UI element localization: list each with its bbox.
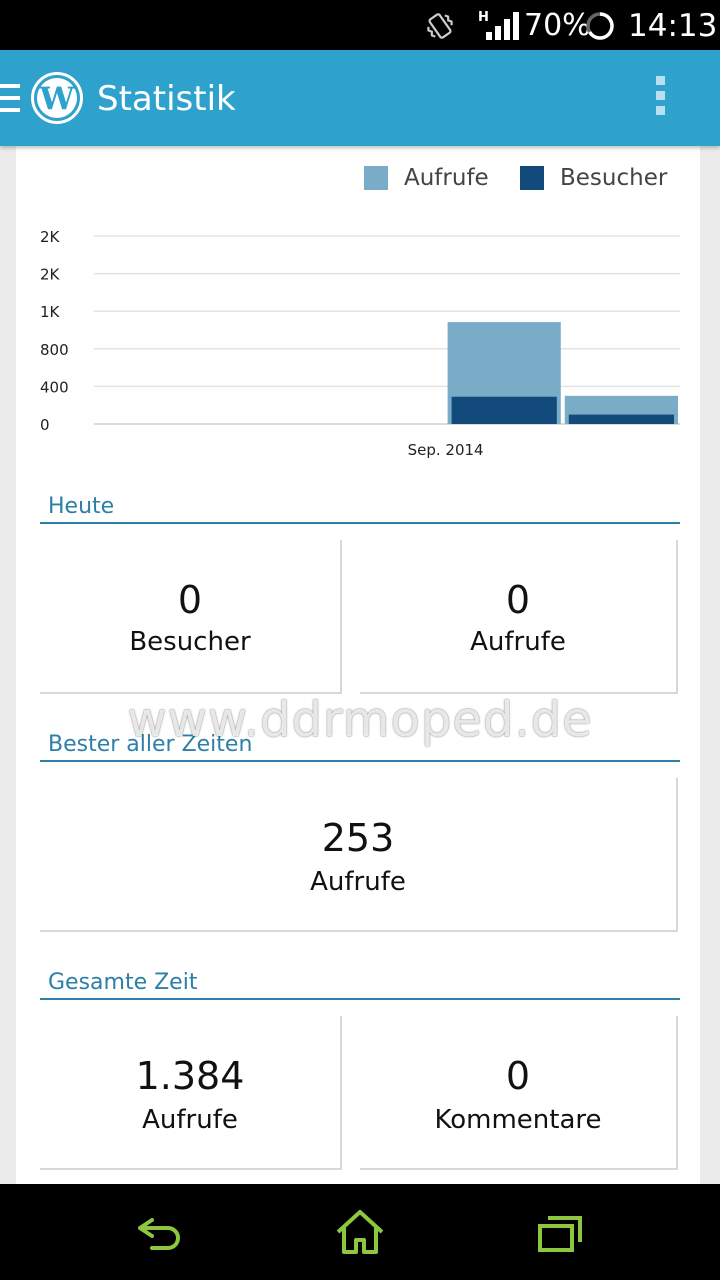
y-tick-label: 2K [40,266,61,284]
network-type-label: H [478,10,489,25]
section-divider [40,760,680,762]
views-chart: 0 400 800 1K 2K 2K Sep. 2014 [40,228,680,459]
stat-label: Aufrufe [470,627,566,657]
y-tick-label: 800 [40,341,69,359]
section-title-best: Bester aller Zeiten [48,732,253,757]
stats-content: Aufrufe Besucher 0 400 800 1K 2K 2K Sep. 2014 … [0,146,720,1184]
section-title-today: Heute [48,494,115,519]
stat-label: Besucher [129,627,251,657]
menu-icon[interactable] [0,84,20,112]
vibrate-icon [427,13,453,39]
system-nav-bar [0,1184,720,1280]
overflow-menu-icon[interactable] [656,76,670,120]
stat-label: Kommentare [434,1105,602,1135]
bar-besucher [451,396,557,424]
page-title: Statistik [97,79,236,119]
stat-value: 0 [505,578,531,622]
status-bar: H 70% 14:13 [0,0,720,50]
stat-alltime-views: 1.384 Aufrufe [40,1016,342,1170]
back-icon[interactable] [130,1208,190,1256]
battery-icon [586,12,614,40]
y-tick-label: 400 [40,378,69,396]
section-title-alltime: Gesamte Zeit [48,970,198,995]
recent-apps-icon[interactable] [530,1208,590,1256]
x-tick-label: Sep. 2014 [408,441,484,459]
stat-alltime-comments: 0 Kommentare [360,1016,678,1170]
legend-label-aufrufe: Aufrufe [404,165,489,191]
signal-icon: H [478,10,519,40]
svg-text:W: W [39,81,76,117]
bar-besucher [568,414,674,424]
stat-value: 0 [505,1054,531,1098]
y-tick-label: 2K [40,228,61,246]
y-tick-label: 0 [40,416,50,434]
stat-today-visitors: 0 Besucher [40,540,342,694]
stat-label: Aufrufe [310,867,406,897]
battery-percent: 70% [524,8,591,43]
clock: 14:13 [628,8,718,44]
section-divider [40,522,680,524]
stat-value: 0 [177,578,203,622]
stat-value: 1.384 [135,1054,245,1098]
stat-today-views: 0 Aufrufe [360,540,678,694]
wordpress-logo-icon[interactable]: W [30,71,84,125]
y-tick-label: 1K [40,303,61,321]
app-bar: W Statistik [0,50,720,146]
legend-label-besucher: Besucher [560,165,668,191]
stat-value: 253 [321,816,395,860]
legend-swatch-aufrufe [364,166,388,190]
home-icon[interactable] [330,1208,390,1256]
stat-best-views: 253 Aufrufe [40,778,678,932]
section-divider [40,998,680,1000]
stat-label: Aufrufe [142,1105,238,1135]
legend-swatch-besucher [520,166,544,190]
